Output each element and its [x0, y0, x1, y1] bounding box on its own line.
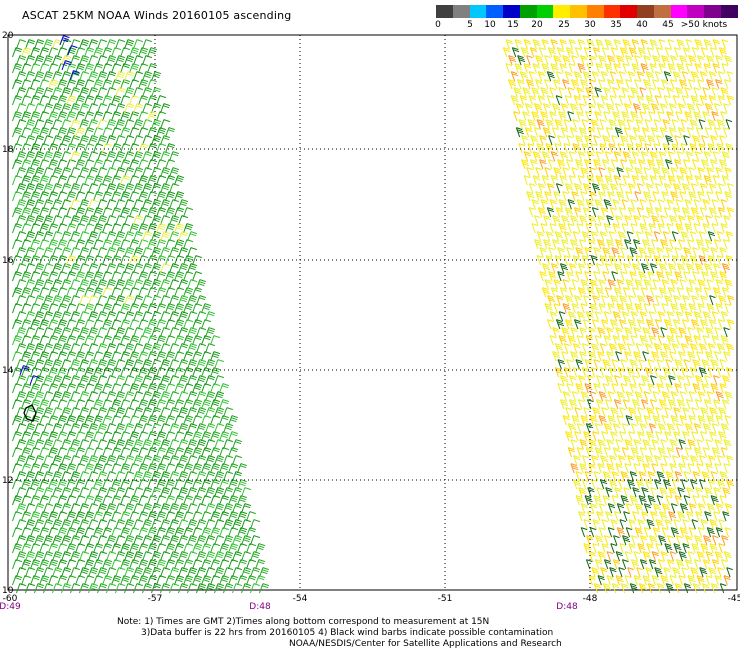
longitude-label: -45 — [728, 594, 740, 604]
legend-swatch — [670, 5, 688, 18]
longitude-label: -57 — [148, 594, 163, 604]
time-label: D:49 — [0, 602, 21, 612]
legend-swatch — [721, 5, 738, 18]
legend-swatch — [536, 5, 554, 18]
legend-swatch — [603, 5, 621, 18]
legend-swatch — [586, 5, 604, 18]
legend-label: 35 — [610, 20, 622, 30]
latitude-label: 20 — [2, 31, 14, 41]
wind-barbs — [12, 39, 266, 594]
legend-labels: 0 5 10 15 20 25 30 35 40 45 >50 knots — [435, 18, 738, 32]
note-line-3: NOAA/NESDIS/Center for Satellite Applica… — [289, 639, 562, 649]
latitude-label: 12 — [2, 476, 13, 486]
legend-color-bar — [436, 5, 738, 18]
latitude-label: 18 — [2, 145, 14, 155]
legend-swatch — [553, 5, 571, 18]
legend-swatch — [452, 5, 470, 18]
latitude-label: 14 — [2, 366, 14, 376]
wind-barbs — [21, 39, 189, 306]
wind-barbs — [12, 39, 270, 594]
wind-barbs — [502, 39, 735, 594]
legend-label: 0 — [435, 20, 441, 30]
longitude-label: -54 — [293, 594, 308, 604]
legend-swatch — [503, 5, 520, 18]
note-line-2: 3)Data buffer is 22 hrs from 20160105 4)… — [141, 628, 554, 638]
latitude-label: 10 — [2, 586, 14, 596]
island-outline — [23, 404, 37, 422]
legend-label: 15 — [507, 20, 519, 30]
legend-label: 25 — [558, 20, 570, 30]
legend-swatch — [486, 5, 504, 18]
longitude-label: -51 — [438, 594, 453, 604]
legend-label: 5 — [467, 20, 473, 30]
legend-label: 30 — [584, 20, 596, 30]
wind-barbs — [12, 39, 261, 594]
legend-label: 45 — [662, 20, 674, 30]
legend-label: 20 — [531, 20, 543, 30]
note-line-1: Note: 1) Times are GMT 2)Times along bot… — [117, 617, 490, 627]
legend-label: 40 — [636, 20, 648, 30]
legend-label: 10 — [484, 20, 496, 30]
legend-swatch — [469, 5, 487, 18]
map-frame — [7, 34, 738, 591]
legend-swatch — [570, 5, 587, 18]
wind-speed-legend: 0 5 10 15 20 25 30 35 40 45 >50 knots — [435, 5, 738, 35]
legend-swatch — [653, 5, 671, 18]
wind-barbs — [511, 47, 733, 594]
wind-barbs — [505, 39, 734, 594]
legend-swatch — [519, 5, 537, 18]
longitude-label: -48 — [583, 594, 598, 604]
time-label: D:48 — [556, 602, 578, 612]
legend-swatch — [704, 5, 722, 18]
latitude-label: 16 — [2, 256, 14, 266]
longitude-label: -60 — [3, 594, 18, 604]
map-title: ASCAT 25KM NOAA Winds 20160105 ascending — [22, 9, 292, 22]
time-label: D:48 — [249, 602, 271, 612]
legend-swatch — [620, 5, 638, 18]
legend-swatch — [436, 5, 453, 18]
wind-barbs — [513, 39, 735, 594]
wind-barbs — [508, 55, 731, 586]
legend-swatch — [637, 5, 654, 18]
legend-swatch — [687, 5, 705, 18]
legend-label: >50 knots — [680, 20, 728, 30]
wind-barbs — [19, 35, 80, 386]
